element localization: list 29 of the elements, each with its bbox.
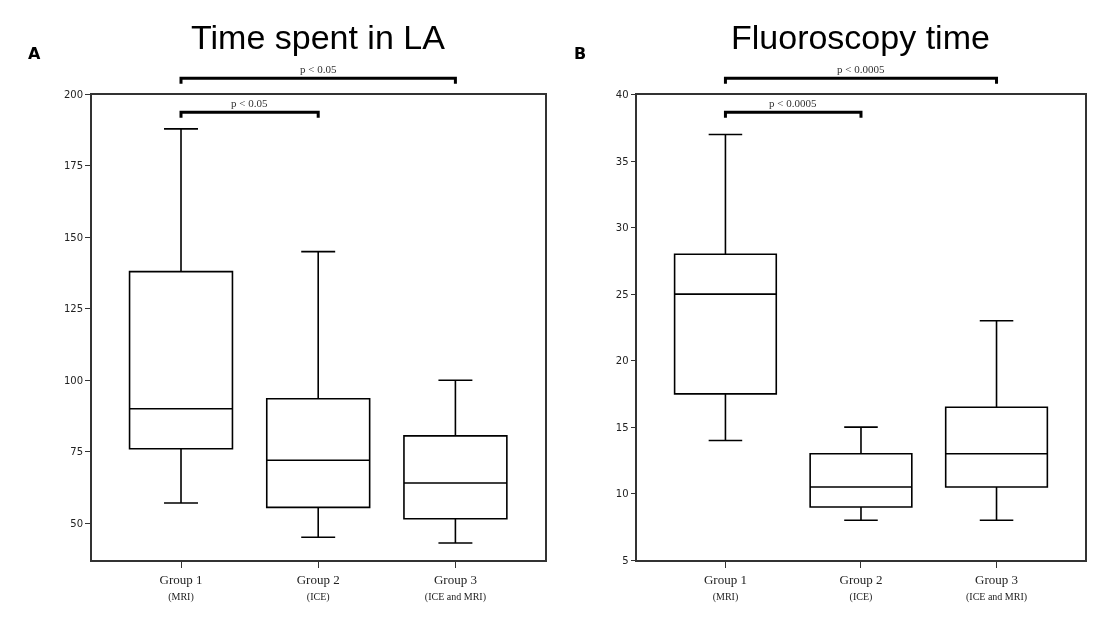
- annotation: p < 0.0005: [769, 97, 817, 109]
- text: A: [28, 44, 41, 63]
- y-tick-label: 5: [622, 554, 629, 566]
- chart-title: Time spent in LA: [191, 18, 446, 56]
- y-tick-label: 35: [615, 155, 629, 167]
- y-tick-label: 175: [63, 160, 84, 172]
- y-tick-label: 150: [63, 231, 84, 243]
- y-tick-label: 40: [615, 89, 629, 101]
- x-tick-label: Group 2 (ICE): [296, 571, 340, 604]
- y-tick-label: 50: [70, 517, 84, 529]
- y-tick-label: 30: [615, 222, 629, 234]
- chart-title: Fluoroscopy time: [731, 18, 990, 56]
- y-tick-label: 125: [63, 303, 84, 315]
- y-tick-label: 10: [615, 488, 629, 500]
- x-tick-label: Group 3 (ICE and MRI): [965, 571, 1028, 604]
- y-tick-label: 25: [615, 288, 629, 300]
- y-tick-label: 100: [63, 374, 84, 386]
- y-tick-label: 75: [70, 446, 84, 458]
- text: B: [574, 44, 587, 63]
- x-tick-label: Group 1 (MRI): [703, 571, 747, 604]
- y-tick-label: 200: [63, 89, 84, 101]
- y-tick-label: 20: [615, 355, 629, 367]
- text: p < 0.05: [300, 63, 337, 75]
- x-tick-label: Group 1 (MRI): [159, 571, 203, 604]
- y-tick-label: 15: [615, 421, 629, 433]
- annotation: p < 0.05: [231, 97, 268, 109]
- text: p < 0.0005: [837, 63, 885, 75]
- x-tick-label: Group 3 (ICE and MRI): [424, 571, 486, 604]
- x-tick-label: Group 2 (ICE): [839, 571, 883, 604]
